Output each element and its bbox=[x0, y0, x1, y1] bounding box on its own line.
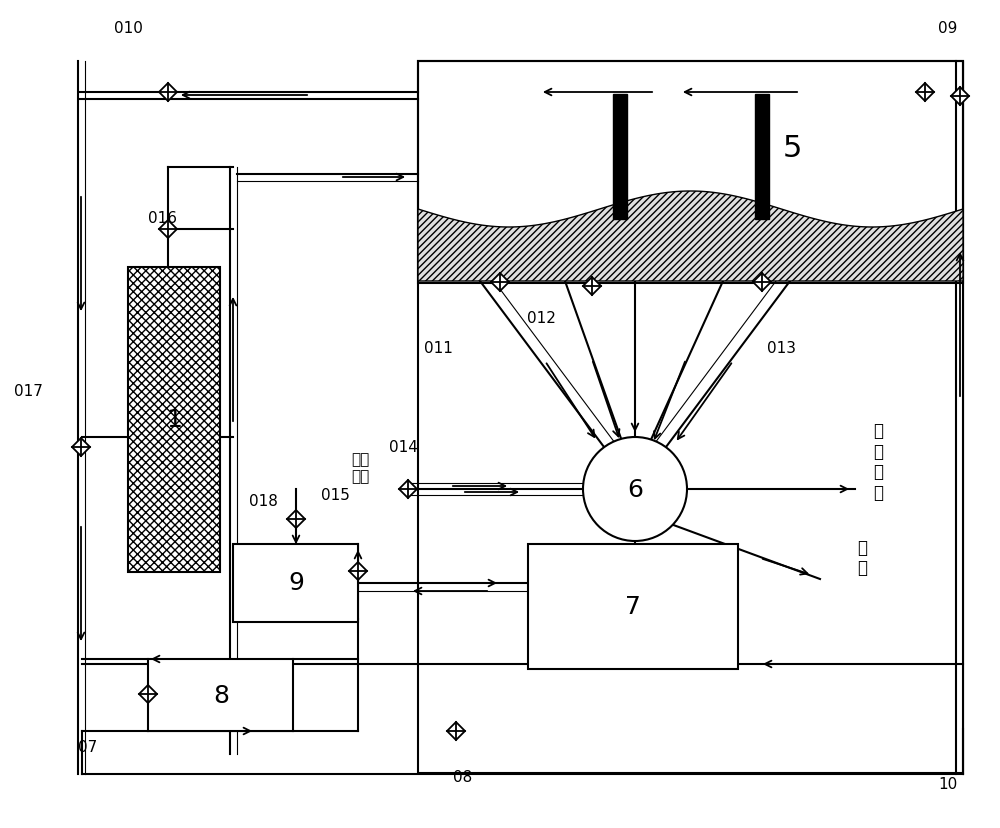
Polygon shape bbox=[916, 84, 934, 102]
Text: 自来
水源: 自来 水源 bbox=[351, 451, 369, 484]
Text: 010: 010 bbox=[114, 21, 142, 36]
Text: 氢
氧
化
铝: 氢 氧 化 铝 bbox=[873, 421, 883, 502]
Text: 07: 07 bbox=[78, 739, 98, 754]
Polygon shape bbox=[418, 192, 963, 282]
Text: 1: 1 bbox=[166, 407, 182, 431]
Text: 017: 017 bbox=[14, 384, 42, 399]
Text: 011: 011 bbox=[424, 340, 452, 355]
Circle shape bbox=[583, 437, 687, 542]
Text: 喷
淤: 喷 淤 bbox=[857, 538, 867, 577]
Polygon shape bbox=[139, 686, 157, 703]
Text: 014: 014 bbox=[389, 440, 417, 455]
Bar bbox=[148, 659, 293, 731]
Bar bbox=[233, 544, 358, 623]
Text: 08: 08 bbox=[453, 769, 473, 785]
Text: 013: 013 bbox=[768, 340, 796, 355]
Text: 09: 09 bbox=[938, 21, 958, 36]
Polygon shape bbox=[159, 84, 177, 102]
Polygon shape bbox=[72, 439, 90, 456]
Text: 015: 015 bbox=[321, 487, 349, 502]
Bar bbox=[418, 62, 963, 773]
Text: 9: 9 bbox=[288, 570, 304, 595]
Text: 5: 5 bbox=[782, 133, 802, 162]
Polygon shape bbox=[491, 274, 509, 291]
Polygon shape bbox=[349, 562, 367, 580]
Text: 6: 6 bbox=[627, 478, 643, 502]
Polygon shape bbox=[951, 88, 969, 106]
Polygon shape bbox=[753, 274, 771, 291]
Text: 018: 018 bbox=[249, 494, 277, 509]
Bar bbox=[128, 267, 220, 572]
Bar bbox=[418, 62, 963, 284]
Polygon shape bbox=[447, 722, 465, 740]
Text: 012: 012 bbox=[527, 310, 555, 325]
Bar bbox=[613, 95, 627, 219]
Polygon shape bbox=[287, 510, 305, 528]
Text: 7: 7 bbox=[625, 595, 641, 619]
Polygon shape bbox=[583, 277, 601, 296]
Polygon shape bbox=[399, 480, 417, 498]
Bar bbox=[755, 95, 769, 219]
Text: 10: 10 bbox=[938, 777, 958, 792]
Text: 016: 016 bbox=[148, 210, 177, 225]
Bar bbox=[528, 544, 738, 669]
Polygon shape bbox=[159, 221, 177, 238]
Text: 8: 8 bbox=[213, 683, 229, 707]
